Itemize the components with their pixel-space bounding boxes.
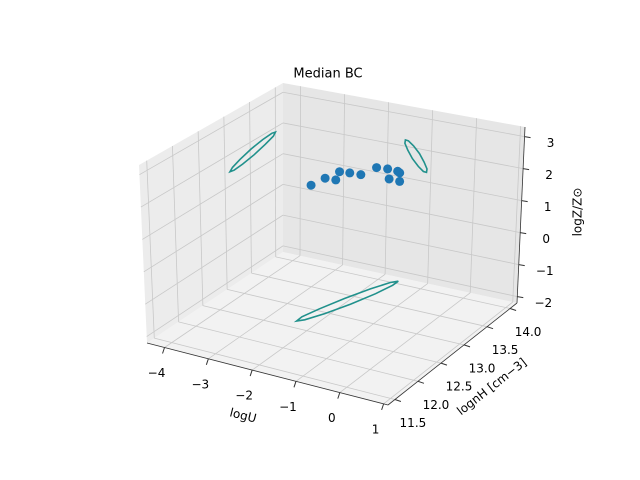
y-tick-label: 12.0 [423, 398, 450, 412]
z-tick [520, 232, 527, 235]
x-tick [162, 347, 166, 354]
y-tick [394, 399, 402, 403]
grid-line [342, 94, 345, 265]
z-tick-label: 0 [542, 232, 550, 246]
grid-line [383, 301, 513, 405]
x-tick-label: −3 [191, 377, 209, 391]
grid-line [299, 86, 302, 256]
grid-line [282, 184, 521, 233]
grid-line [384, 102, 389, 275]
scatter-point [384, 174, 394, 184]
scatter-point [345, 168, 355, 178]
x-axis-line [146, 342, 389, 406]
grid-line [146, 160, 155, 339]
grid-line [178, 321, 419, 382]
scatter-point [395, 168, 405, 178]
x-tick [337, 392, 341, 399]
contour-line [404, 138, 428, 174]
grid-line [208, 264, 343, 360]
scatter-point [335, 167, 345, 177]
y-tick-label: 12.5 [446, 380, 473, 394]
y-tick-label: 14.0 [515, 325, 542, 339]
grid-line [142, 153, 284, 240]
grid-line [227, 288, 465, 346]
grid-line [251, 273, 386, 371]
x-tick [249, 369, 253, 377]
scatter-point [372, 163, 382, 173]
grid-line [282, 91, 525, 137]
x-tick-label: −2 [235, 389, 253, 403]
y-tick [417, 380, 425, 384]
y-axis-line [387, 302, 518, 406]
grid-line [172, 145, 179, 322]
x-axis-label: logU [228, 405, 258, 425]
grid-line [469, 118, 477, 293]
x-tick-label: 1 [372, 422, 380, 436]
pane-side [283, 83, 525, 303]
z-axis-label: logZ/Z⊙ [571, 188, 585, 237]
y-tick-label: 13.5 [492, 343, 519, 357]
z-tick-label: 3 [547, 136, 555, 150]
scatter-point [395, 176, 405, 186]
z-tick-label: −1 [536, 264, 554, 278]
chart-title: Median BC [293, 67, 362, 82]
y-tick-label: 13.0 [469, 361, 496, 375]
z-tick-label: 1 [544, 200, 552, 214]
z-tick [518, 264, 525, 267]
grid-line [140, 122, 284, 208]
y-tick-label: 11.5 [400, 416, 427, 430]
scatter-point [356, 170, 366, 180]
grid-line [197, 131, 204, 306]
grid-line [164, 255, 301, 348]
grid-line [223, 116, 228, 290]
y-tick [440, 362, 448, 366]
contour-line [293, 280, 399, 323]
grid-line [143, 184, 284, 273]
grid-line [146, 245, 284, 337]
contour-line [228, 130, 277, 174]
grid-line [427, 110, 433, 284]
y-tick [486, 326, 494, 330]
y-tick [463, 344, 471, 348]
z-tick [524, 136, 531, 139]
grid-line [339, 292, 471, 393]
z-axis-line [516, 126, 526, 304]
x-tick [381, 403, 385, 411]
scatter-point [383, 164, 393, 174]
grid-line [512, 126, 521, 303]
x-tick-label: −4 [148, 366, 166, 380]
grid-line [249, 102, 252, 274]
grid-line [282, 245, 518, 297]
grid-line [295, 283, 428, 382]
grid-line [139, 91, 284, 176]
x-tick [293, 381, 297, 388]
x-tick-label: −1 [279, 400, 297, 414]
z-tick-label: −2 [534, 296, 552, 310]
grid-line [154, 337, 396, 400]
scatter-point [320, 173, 330, 183]
pane-back [139, 83, 283, 343]
grid-line [202, 305, 442, 364]
x-tick [205, 358, 209, 365]
grid-line [282, 214, 519, 265]
y-tick [509, 307, 517, 311]
z-tick [517, 296, 524, 299]
z-tick [523, 168, 530, 171]
scatter-point [306, 180, 316, 190]
grid-line [282, 153, 522, 201]
grid-line [251, 272, 488, 328]
grid-line [282, 122, 524, 169]
z-tick-label: 2 [545, 168, 553, 182]
x-tick-label: 0 [328, 411, 336, 425]
z-tick [521, 200, 528, 203]
grid-line [145, 214, 284, 305]
scatter-point [331, 175, 341, 185]
